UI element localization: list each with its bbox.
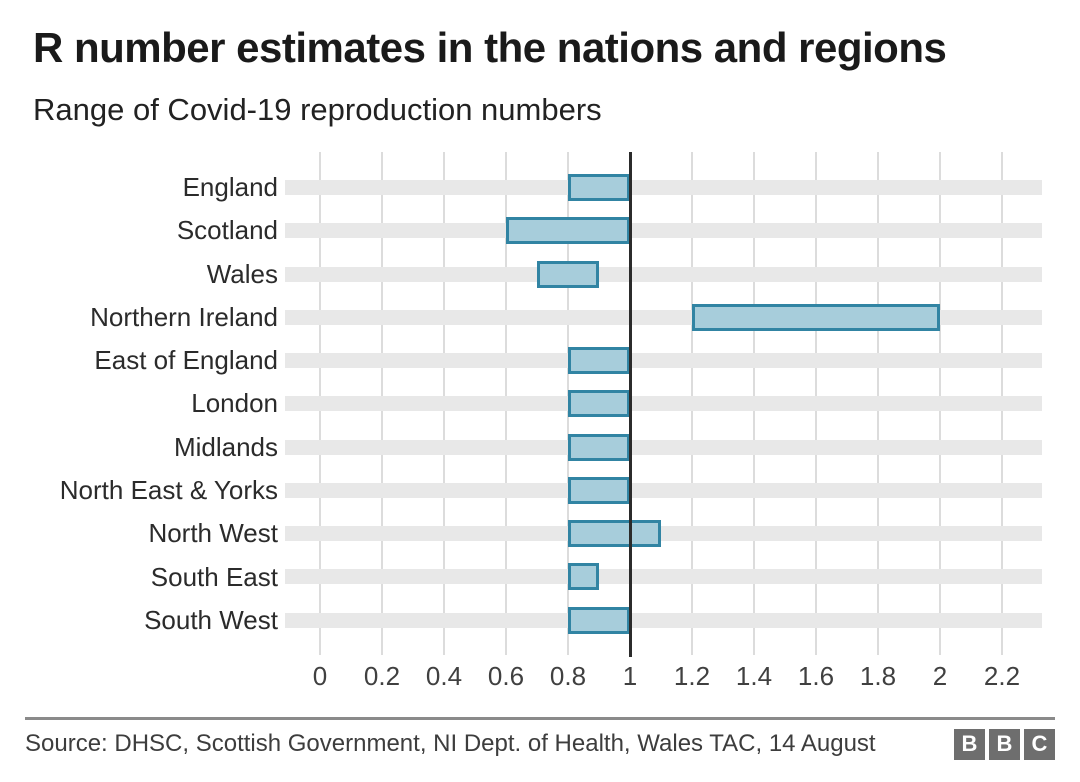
footer: Source: DHSC, Scottish Government, NI De… [25,724,1055,764]
row-label: Scotland [176,215,278,246]
chart-row [285,209,1042,252]
range-bar [568,476,630,504]
range-bar [568,347,630,375]
x-tick-label: 2 [932,661,948,691]
chart-row [285,339,1042,382]
chart-row [285,555,1042,598]
x-tick-label: 1.8 [859,661,897,691]
chart-row [285,599,1042,642]
chart-row [285,426,1042,469]
plot-area [285,152,1042,657]
source-text: Source: DHSC, Scottish Government, NI De… [25,730,876,757]
chart-row [285,253,1042,296]
chart-rows [285,166,1042,642]
row-label: London [191,388,278,419]
row-band [285,266,1042,282]
chart-row [285,469,1042,512]
row-label: North West [148,518,278,549]
row-band [285,353,1042,369]
row-band [285,396,1042,412]
row-band [285,569,1042,585]
x-tick-label: 1.6 [797,661,835,691]
row-label: Midlands [173,431,278,462]
range-bar [537,260,599,288]
row-label: Northern Ireland [90,301,278,332]
range-bar [568,520,661,548]
range-bar [568,390,630,418]
row-band [285,526,1042,542]
chart-row [285,382,1042,425]
range-bar [506,217,630,245]
chart-row [285,296,1042,339]
row-band [285,612,1042,628]
x-tick-label: 1.4 [735,661,773,691]
bbc-logo: B B C [954,728,1055,760]
row-label: South East [150,561,278,592]
row-label: South West [144,604,278,635]
x-tick-label: 2.2 [983,661,1021,691]
page-subtitle: Range of Covid-19 reproduction numbers [33,92,602,127]
x-tick-label: 0 [312,661,328,691]
range-bar [692,303,940,331]
row-band [285,482,1042,498]
range-bar [568,563,599,591]
x-tick-label: 0.4 [425,661,463,691]
row-label: North East & Yorks [59,474,278,505]
row-band [285,223,1042,239]
bbc-logo-letter: B [989,728,1020,760]
page-title: R number estimates in the nations and re… [33,24,947,71]
x-tick-label: 0.6 [487,661,525,691]
row-label: England [182,172,278,203]
x-tick-label: 1.2 [673,661,711,691]
row-label: East of England [94,345,278,376]
chart-row [285,512,1042,555]
range-bar [568,174,630,201]
y-axis-labels: England Scotland Wales Northern Ireland East… [0,152,285,655]
row-band [285,439,1042,455]
x-tick-label: 1 [622,661,638,691]
x-tick-label: 0.8 [549,661,587,691]
chart-row [285,166,1042,209]
x-tick-label: 0.2 [363,661,401,691]
bbc-logo-letter: B [954,728,985,760]
baseline-gridline [628,152,632,657]
footer-divider [25,717,1055,720]
range-bar [568,433,630,461]
row-band [285,180,1042,195]
row-label: Wales [206,258,278,289]
bbc-logo-letter: C [1024,728,1055,760]
range-bar [568,606,630,634]
x-axis: 0 0.2 0.4 0.6 0.8 1 1.2 1.4 1.6 1.8 2 2.2 [285,655,1042,700]
y-axis-labels-inner: England Scotland Wales Northern Ireland East… [0,166,278,642]
